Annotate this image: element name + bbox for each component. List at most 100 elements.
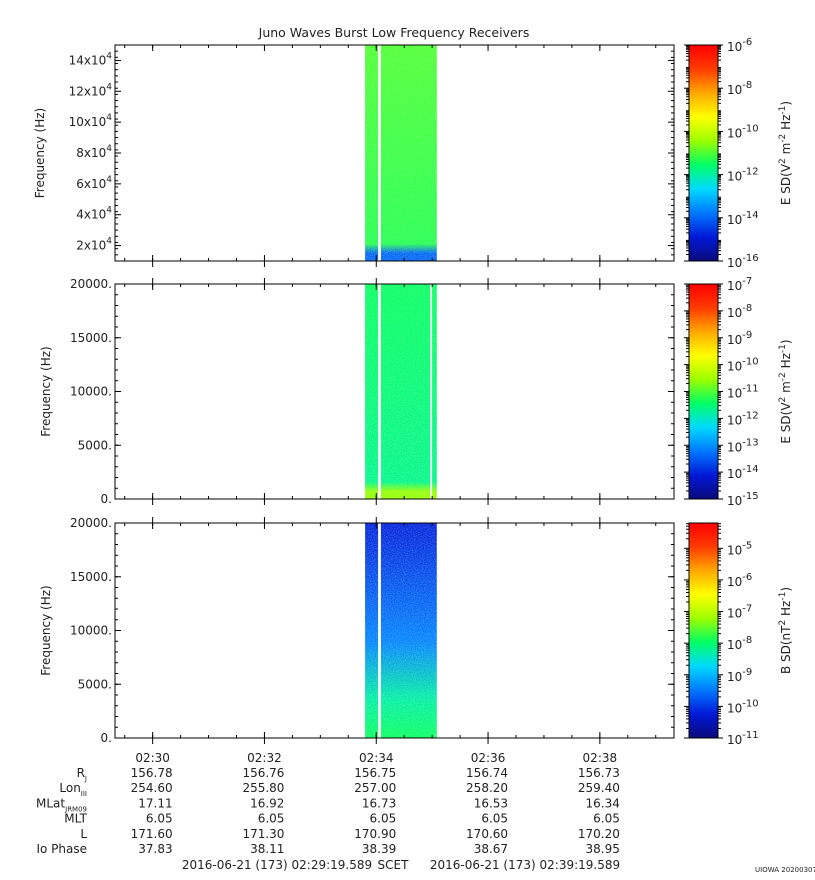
y-tick-label: 5000. <box>78 438 112 452</box>
colorbar <box>688 522 719 739</box>
colorbar <box>688 44 719 262</box>
data-column-texture <box>380 284 431 499</box>
footer: 2016-06-21 (173) 02:29:19.589 SCET 2016-… <box>182 858 815 874</box>
ephemeris-row-label: MLatJRM09 <box>36 796 87 813</box>
ephemeris-row-label: Io Phase <box>36 842 87 856</box>
colorbar-title: E SD(V2 m-2 Hz-1) <box>778 339 793 443</box>
colorbar-tick-label: 10-13 <box>727 437 759 454</box>
data-column-texture <box>365 45 379 261</box>
time-tick-label: 02:38 <box>583 751 618 765</box>
y-tick-label: 20000. <box>70 516 112 530</box>
colorbar-tick-label: 10-10 <box>727 357 759 374</box>
colorbar-tick-label: 10-15 <box>727 491 759 508</box>
y-tick-label: 0. <box>101 731 112 745</box>
colorbar-tick-label: 10-14 <box>727 210 759 227</box>
y-tick-label: 5000. <box>78 677 112 691</box>
ephemeris-value: 38.95 <box>585 842 619 856</box>
ephemeris-value: 170.60 <box>466 827 508 841</box>
ephemeris-value: 16.73 <box>362 796 396 810</box>
colorbar-tick-label: 10-6 <box>727 37 752 54</box>
ephemeris-value: 6.05 <box>593 812 620 826</box>
time-tick-label: 02:34 <box>359 751 394 765</box>
ephemeris-value: 37.83 <box>138 842 172 856</box>
colorbar-tick-label: 10-10 <box>727 698 759 715</box>
colorbar-tick-label: 10-10 <box>727 123 759 140</box>
time-tick-label: 02:30 <box>135 751 170 765</box>
colorbar-tick-label: 10-14 <box>727 464 759 481</box>
ephemeris-value: 38.67 <box>474 842 508 856</box>
ephemeris-value: 6.05 <box>258 812 285 826</box>
start-time-label: 2016-06-21 (173) 02:29:19.589 <box>182 858 372 872</box>
y-tick-label: 12x104 <box>69 82 113 98</box>
ephemeris-value: 170.20 <box>578 827 620 841</box>
ephemeris-value: 255.80 <box>242 781 284 795</box>
data-column-texture <box>380 523 437 738</box>
ephemeris-value: 254.60 <box>131 781 173 795</box>
ephemeris-value: 6.05 <box>146 812 173 826</box>
colorbar-tick-label: 10-7 <box>727 276 752 293</box>
y-axis-label: Frequency (Hz) <box>39 346 53 437</box>
ephemeris-value: 16.53 <box>474 796 508 810</box>
y-tick-label: 0. <box>101 492 112 506</box>
ephemeris-value: 156.74 <box>466 766 508 780</box>
ephemeris-value: 171.60 <box>131 827 173 841</box>
colorbar-tick-label: 10-5 <box>727 540 752 557</box>
colorbar-tick-label: 10-9 <box>727 330 752 347</box>
ephemeris-value: 38.11 <box>250 842 284 856</box>
y-tick-label: 15000. <box>70 570 112 584</box>
ephemeris-value: 6.05 <box>481 812 508 826</box>
colorbar-tick-label: 10-11 <box>727 384 759 401</box>
colorbar-tick-label: 10-8 <box>727 635 752 652</box>
panel-2: 20000. 15000. 10000. 5000. 0. Frequency (Hz) 1… <box>39 276 793 508</box>
colorbar-tick-label: 10-6 <box>727 572 752 589</box>
colorbar-tick-label: 10-8 <box>727 80 752 97</box>
colorbar-tick-label: 10-9 <box>727 667 752 684</box>
ephemeris-row-label: RJ <box>77 766 87 783</box>
ephemeris-value: 38.39 <box>362 842 396 856</box>
y-tick-label: 10000. <box>70 624 112 638</box>
ephemeris-table: RJ 156.78 156.76 156.75 156.74 156.73 LonIII 25… <box>36 766 620 856</box>
y-tick-label: 14x104 <box>69 51 113 67</box>
colorbar-tick-label: 10-12 <box>727 410 759 427</box>
colorbar-tick-label: 10-16 <box>727 253 759 270</box>
data-column-texture <box>365 284 379 499</box>
data-column-texture <box>380 45 437 261</box>
colorbar-tick-label: 10-12 <box>727 167 759 184</box>
time-tick-label: 02:32 <box>247 751 282 765</box>
data-column-texture <box>432 284 437 499</box>
colorbar-title: E SD(V2 m-2 Hz-1) <box>778 101 793 205</box>
provenance-stamp: UIOWA 20200307 <box>755 866 815 874</box>
ephemeris-value: 156.75 <box>354 766 396 780</box>
y-tick-label: 20000. <box>70 277 112 291</box>
ephemeris-value: 170.90 <box>354 827 396 841</box>
scet-label: SCET <box>378 858 410 872</box>
ephemeris-row-label: LonIII <box>59 781 87 798</box>
y-tick-label: 10000. <box>70 385 112 399</box>
ephemeris-value: 17.11 <box>138 796 172 810</box>
y-axis-label: Frequency (Hz) <box>33 108 47 199</box>
figure-title: Juno Waves Burst Low Frequency Receivers <box>258 25 530 40</box>
colorbar-title: B SD(nT2 Hz-1) <box>778 587 793 674</box>
colorbar-tick-label: 10-7 <box>727 604 752 621</box>
panel-3: 20000. 15000. 10000. 5000. 0. Frequency (Hz) 1… <box>39 516 793 747</box>
y-tick-label: 6x104 <box>76 175 112 191</box>
ephemeris-value: 171.30 <box>242 827 284 841</box>
ephemeris-value: 259.40 <box>578 781 620 795</box>
y-tick-label: 4x104 <box>76 206 112 222</box>
y-tick-label: 10x104 <box>69 113 113 129</box>
ephemeris-value: 156.76 <box>242 766 284 780</box>
ephemeris-value: 6.05 <box>370 812 397 826</box>
data-column-texture <box>365 523 379 738</box>
ephemeris-value: 258.20 <box>466 781 508 795</box>
y-tick-label: 8x104 <box>76 144 112 160</box>
ephemeris-row-label: MLT <box>64 812 87 826</box>
y-tick-label: 2x104 <box>76 237 112 253</box>
panels: 2x104 4x104 6x104 8x104 10x104 12x104 14x104 Fr… <box>33 37 793 747</box>
ephemeris-row-label: L <box>80 827 87 841</box>
y-tick-label: 15000. <box>70 331 112 345</box>
colorbar-tick-label: 10-8 <box>727 303 752 320</box>
ephemeris-value: 156.78 <box>131 766 173 780</box>
y-axis-label: Frequency (Hz) <box>39 585 53 676</box>
time-axis: 02:30 02:32 02:34 02:36 02:38 <box>135 751 617 765</box>
